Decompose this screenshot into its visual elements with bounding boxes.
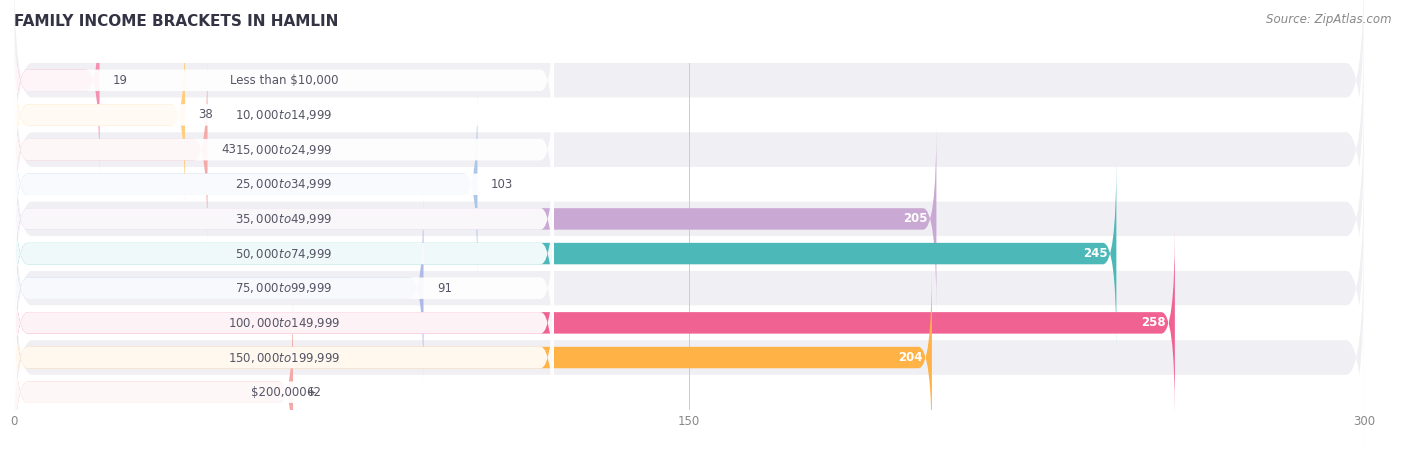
- Text: FAMILY INCOME BRACKETS IN HAMLIN: FAMILY INCOME BRACKETS IN HAMLIN: [14, 14, 339, 28]
- Text: 103: 103: [491, 178, 513, 191]
- Text: $75,000 to $99,999: $75,000 to $99,999: [235, 281, 333, 295]
- FancyBboxPatch shape: [14, 0, 1364, 202]
- Text: 245: 245: [1083, 247, 1108, 260]
- Text: Source: ZipAtlas.com: Source: ZipAtlas.com: [1267, 14, 1392, 27]
- FancyBboxPatch shape: [14, 56, 208, 243]
- FancyBboxPatch shape: [14, 195, 423, 382]
- FancyBboxPatch shape: [14, 0, 100, 174]
- FancyBboxPatch shape: [14, 28, 1364, 271]
- FancyBboxPatch shape: [14, 195, 554, 382]
- Text: 91: 91: [437, 282, 451, 295]
- Text: Less than $10,000: Less than $10,000: [229, 74, 339, 87]
- FancyBboxPatch shape: [14, 230, 1175, 416]
- FancyBboxPatch shape: [14, 91, 478, 278]
- FancyBboxPatch shape: [14, 91, 554, 278]
- FancyBboxPatch shape: [14, 22, 554, 208]
- Text: $50,000 to $74,999: $50,000 to $74,999: [235, 247, 333, 261]
- FancyBboxPatch shape: [14, 264, 554, 450]
- Text: 19: 19: [112, 74, 128, 87]
- FancyBboxPatch shape: [14, 56, 554, 243]
- Text: 205: 205: [903, 212, 928, 225]
- Text: $25,000 to $34,999: $25,000 to $34,999: [235, 177, 333, 191]
- FancyBboxPatch shape: [14, 22, 186, 208]
- FancyBboxPatch shape: [14, 167, 1364, 410]
- Text: 62: 62: [307, 386, 322, 399]
- FancyBboxPatch shape: [14, 271, 1364, 450]
- Text: 38: 38: [198, 108, 214, 122]
- FancyBboxPatch shape: [14, 126, 554, 312]
- FancyBboxPatch shape: [14, 132, 1364, 375]
- FancyBboxPatch shape: [14, 126, 936, 312]
- Text: $100,000 to $149,999: $100,000 to $149,999: [228, 316, 340, 330]
- FancyBboxPatch shape: [14, 98, 1364, 340]
- FancyBboxPatch shape: [14, 0, 554, 174]
- FancyBboxPatch shape: [14, 160, 1116, 347]
- Text: 43: 43: [221, 143, 236, 156]
- Text: 258: 258: [1142, 316, 1166, 329]
- Text: 204: 204: [898, 351, 922, 364]
- Text: $10,000 to $14,999: $10,000 to $14,999: [235, 108, 333, 122]
- FancyBboxPatch shape: [14, 299, 292, 450]
- FancyBboxPatch shape: [14, 230, 554, 416]
- FancyBboxPatch shape: [14, 0, 1364, 236]
- Text: $15,000 to $24,999: $15,000 to $24,999: [235, 143, 333, 157]
- FancyBboxPatch shape: [14, 236, 1364, 450]
- FancyBboxPatch shape: [14, 264, 932, 450]
- Text: $35,000 to $49,999: $35,000 to $49,999: [235, 212, 333, 226]
- Text: $200,000+: $200,000+: [252, 386, 316, 399]
- FancyBboxPatch shape: [14, 299, 554, 450]
- Text: $150,000 to $199,999: $150,000 to $199,999: [228, 351, 340, 364]
- FancyBboxPatch shape: [14, 160, 554, 347]
- FancyBboxPatch shape: [14, 202, 1364, 444]
- FancyBboxPatch shape: [14, 63, 1364, 306]
